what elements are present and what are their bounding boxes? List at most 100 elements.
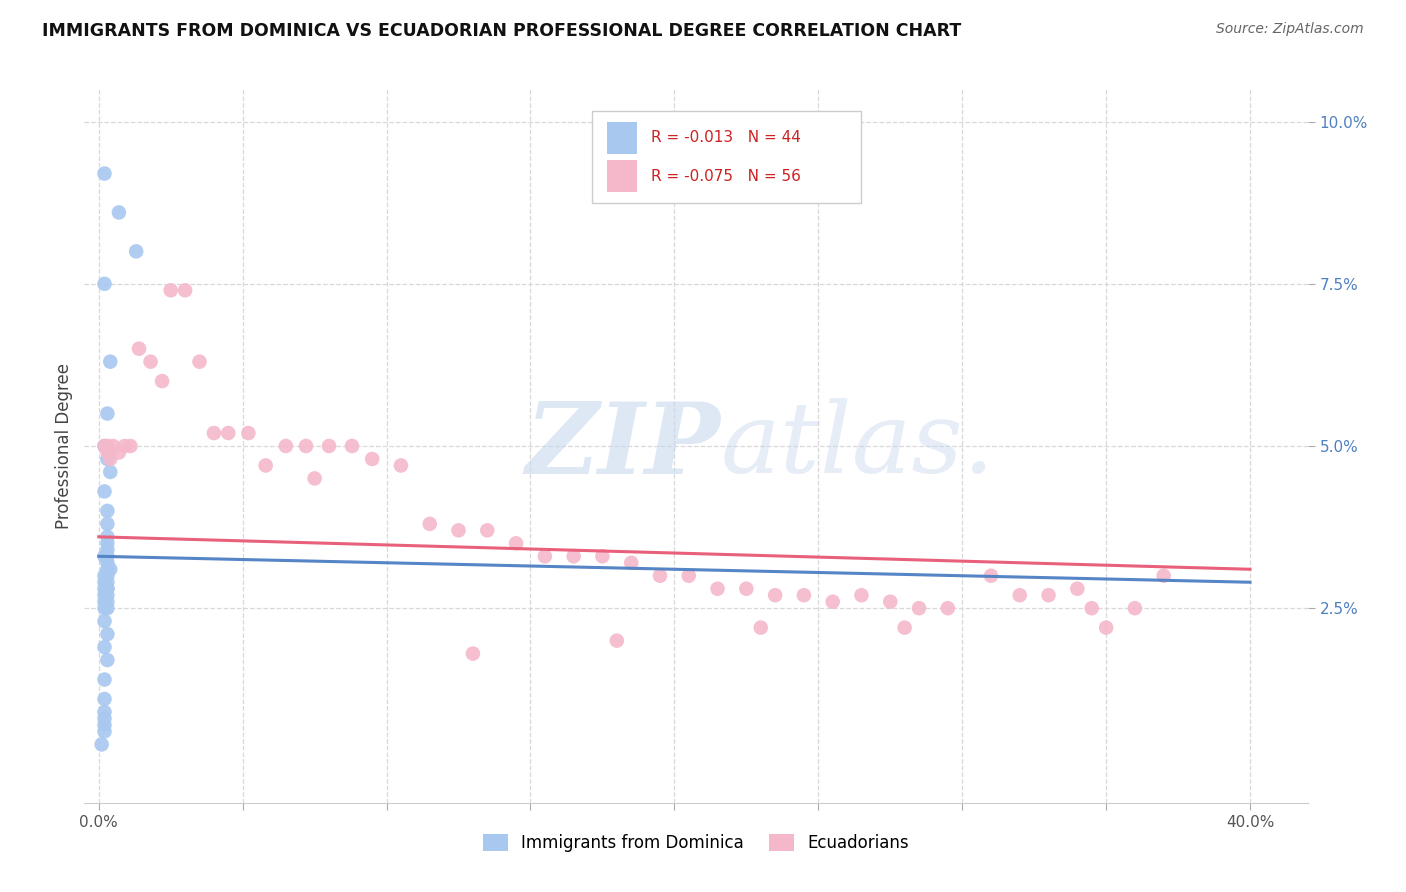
Point — [96, 439, 118, 453]
Point — [96, 601, 118, 615]
Point — [361, 452, 384, 467]
Point — [749, 621, 772, 635]
Point — [1038, 588, 1060, 602]
Point — [108, 205, 131, 219]
Point — [893, 621, 915, 635]
Point — [96, 542, 118, 557]
Point — [96, 407, 118, 421]
Point — [188, 354, 211, 368]
Point — [318, 439, 340, 453]
Point — [96, 568, 118, 582]
Point — [93, 595, 115, 609]
Point — [678, 568, 700, 582]
Point — [93, 724, 115, 739]
Point — [93, 705, 115, 719]
Point — [851, 588, 873, 602]
Point — [101, 439, 124, 453]
Point — [1080, 601, 1102, 615]
Point — [648, 568, 671, 582]
Point — [96, 627, 118, 641]
Point — [96, 582, 118, 596]
Point — [90, 738, 112, 752]
Point — [96, 575, 118, 590]
Text: R = -0.013   N = 44: R = -0.013 N = 44 — [651, 130, 800, 145]
FancyBboxPatch shape — [606, 161, 637, 193]
Point — [1066, 582, 1088, 596]
Point — [93, 484, 115, 499]
Point — [93, 575, 115, 590]
Point — [254, 458, 277, 473]
Point — [159, 283, 181, 297]
Point — [96, 504, 118, 518]
Point — [936, 601, 959, 615]
Point — [980, 568, 1002, 582]
Point — [1008, 588, 1031, 602]
Point — [98, 354, 121, 368]
Point — [505, 536, 527, 550]
Point — [96, 536, 118, 550]
Point — [93, 640, 115, 654]
Point — [620, 556, 643, 570]
Point — [125, 244, 148, 259]
Text: ZIP: ZIP — [526, 398, 720, 494]
Point — [98, 465, 121, 479]
Point — [96, 516, 118, 531]
Point — [274, 439, 297, 453]
Point — [461, 647, 484, 661]
Point — [1095, 621, 1118, 635]
Point — [93, 568, 115, 582]
Point — [96, 452, 118, 467]
Point — [419, 516, 441, 531]
Point — [591, 549, 613, 564]
Point — [96, 530, 118, 544]
Point — [93, 439, 115, 453]
Point — [93, 711, 115, 725]
Point — [93, 549, 115, 564]
Point — [93, 614, 115, 628]
Point — [93, 601, 115, 615]
FancyBboxPatch shape — [592, 111, 860, 203]
Point — [304, 471, 326, 485]
Point — [606, 633, 628, 648]
Point — [93, 718, 115, 732]
Point — [238, 425, 260, 440]
Point — [1123, 601, 1146, 615]
Point — [908, 601, 931, 615]
Point — [96, 582, 118, 596]
Point — [98, 562, 121, 576]
FancyBboxPatch shape — [606, 121, 637, 153]
Text: atlas.: atlas. — [720, 399, 995, 493]
Point — [217, 425, 239, 440]
Point — [93, 439, 115, 453]
Point — [96, 588, 118, 602]
Point — [447, 524, 470, 538]
Point — [793, 588, 815, 602]
Point — [295, 439, 318, 453]
Point — [389, 458, 412, 473]
Point — [93, 277, 115, 291]
Point — [150, 374, 173, 388]
Point — [108, 445, 131, 459]
Point — [763, 588, 786, 602]
Point — [562, 549, 585, 564]
Point — [96, 549, 118, 564]
Point — [93, 582, 115, 596]
Point — [128, 342, 150, 356]
Point — [1153, 568, 1175, 582]
Point — [706, 582, 728, 596]
Point — [96, 653, 118, 667]
Point — [96, 556, 118, 570]
Point — [821, 595, 844, 609]
Legend: Immigrants from Dominica, Ecuadorians: Immigrants from Dominica, Ecuadorians — [477, 827, 915, 859]
Point — [879, 595, 901, 609]
Point — [340, 439, 363, 453]
Point — [534, 549, 557, 564]
Point — [98, 452, 121, 467]
Point — [93, 673, 115, 687]
Point — [735, 582, 758, 596]
Text: Source: ZipAtlas.com: Source: ZipAtlas.com — [1216, 22, 1364, 37]
Point — [93, 692, 115, 706]
Point — [202, 425, 225, 440]
Point — [93, 588, 115, 602]
Y-axis label: Professional Degree: Professional Degree — [55, 363, 73, 529]
